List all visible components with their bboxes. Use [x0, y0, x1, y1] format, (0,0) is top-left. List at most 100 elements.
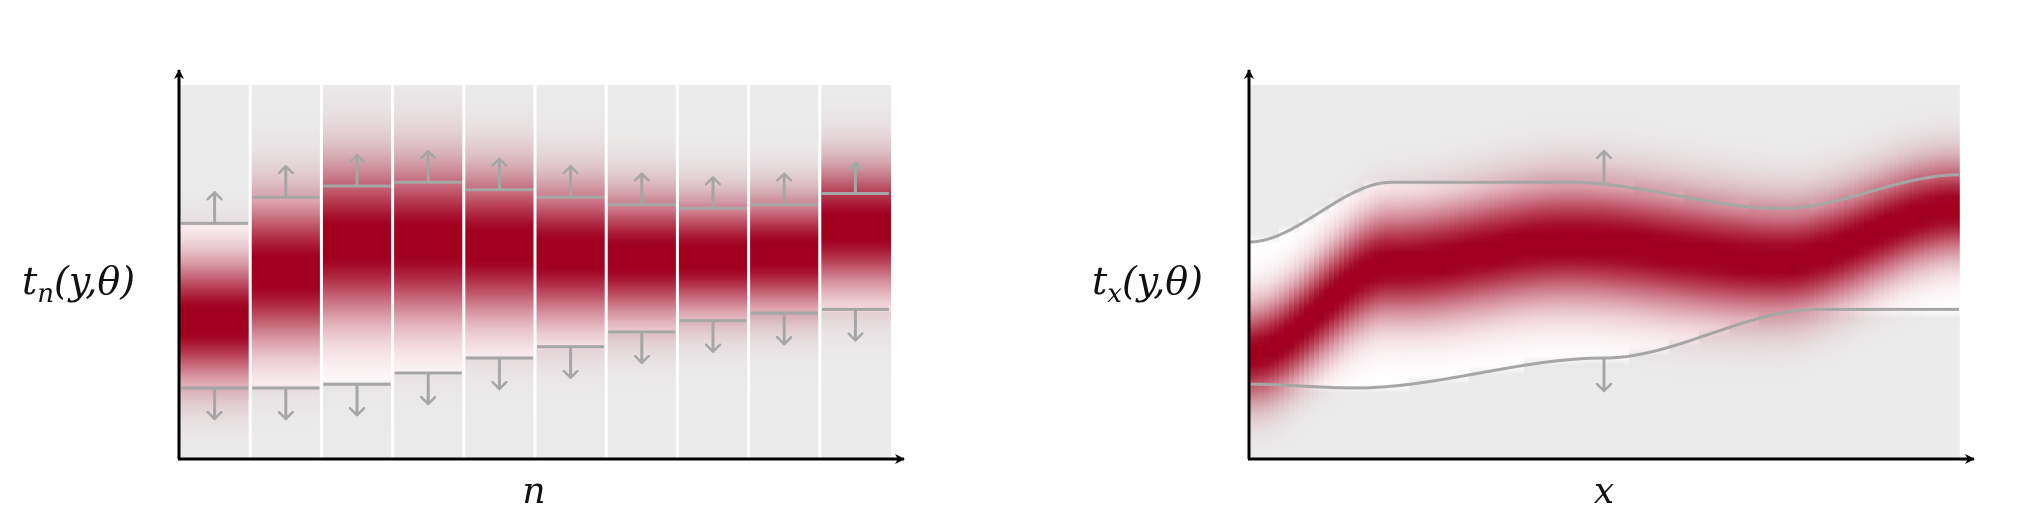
density-strip [1754, 85, 1760, 459]
density-strip [1729, 85, 1735, 459]
density-strip [1849, 85, 1855, 459]
column-10 [818, 85, 891, 459]
density-strip [1389, 85, 1395, 459]
density-strip [1934, 85, 1940, 459]
density-strip [1604, 85, 1610, 459]
density-strip [1434, 85, 1440, 459]
density-strip [1649, 85, 1655, 459]
density-strip [1674, 85, 1680, 459]
density-strip [1474, 85, 1480, 459]
density-strip [1879, 85, 1885, 459]
density-strip [1554, 85, 1560, 459]
right-density-band [1249, 85, 1960, 459]
density-strip [1439, 85, 1445, 459]
density-strip [1704, 85, 1710, 459]
density-strip [1734, 85, 1740, 459]
density-strip [1939, 85, 1945, 459]
density-strip [1464, 85, 1470, 459]
density-strip [1374, 85, 1380, 459]
density-strip [1949, 85, 1955, 459]
density-strip [1364, 85, 1370, 459]
density-strip [1359, 85, 1365, 459]
density-strip [1469, 85, 1475, 459]
density-strip [1489, 85, 1495, 459]
column-1 [179, 85, 251, 459]
density-strip [1414, 85, 1420, 459]
density-strip [1544, 85, 1550, 459]
density-strip [1854, 85, 1860, 459]
density-strip [1294, 85, 1300, 459]
density-strip [1584, 85, 1590, 459]
column-8 [675, 85, 749, 459]
density-strip [1779, 85, 1785, 459]
column-density [748, 85, 820, 459]
right-lower-bound-curve [1249, 307, 1959, 390]
density-strip [1914, 85, 1920, 459]
density-strip [1309, 85, 1315, 459]
density-strip [1424, 85, 1430, 459]
density-strip [1864, 85, 1870, 459]
density-strip [1314, 85, 1320, 459]
density-strip [1954, 85, 1960, 459]
density-strip [1509, 85, 1515, 459]
density-strip [1259, 85, 1265, 459]
density-strip [1644, 85, 1650, 459]
density-strip [1519, 85, 1525, 459]
column-density [606, 85, 678, 459]
density-strip [1339, 85, 1345, 459]
density-strip [1749, 85, 1755, 459]
left-y-axis-label: tn(y,θ) [22, 259, 135, 309]
density-strip [1494, 85, 1500, 459]
density-strip [1449, 85, 1455, 459]
density-strip [1694, 85, 1700, 459]
column-density [463, 85, 535, 459]
density-strip [1919, 85, 1925, 459]
density-strip [1274, 85, 1280, 459]
density-strip [1774, 85, 1780, 459]
left-panel-discrete: tn(y,θ) n [22, 69, 905, 512]
density-strip [1719, 85, 1725, 459]
density-strip [1484, 85, 1490, 459]
density-strip [1669, 85, 1675, 459]
density-strip [1639, 85, 1645, 459]
density-strip [1324, 85, 1330, 459]
column-6 [533, 85, 607, 459]
density-strip [1654, 85, 1660, 459]
density-strip [1714, 85, 1720, 459]
density-strip [1659, 85, 1665, 459]
density-strip [1904, 85, 1910, 459]
density-strip [1874, 85, 1880, 459]
density-strip [1624, 85, 1630, 459]
density-strip [1589, 85, 1595, 459]
density-strip [1249, 85, 1255, 459]
right-x-axis-label: x [1594, 471, 1614, 512]
density-strip [1614, 85, 1620, 459]
density-strip [1514, 85, 1520, 459]
density-strip [1379, 85, 1385, 459]
right-panel-continuous: tx(y,θ) x [1092, 69, 1975, 512]
density-strip [1404, 85, 1410, 459]
density-strip [1354, 85, 1360, 459]
density-strip [1859, 85, 1865, 459]
density-strip [1479, 85, 1485, 459]
density-strip [1499, 85, 1505, 459]
density-strip [1574, 85, 1580, 459]
right-upper-bound-curve [1248, 173, 1960, 244]
density-strip [1869, 85, 1875, 459]
density-strip [1884, 85, 1890, 459]
density-strip [1564, 85, 1570, 459]
density-strip [1409, 85, 1415, 459]
density-strip [1334, 85, 1340, 459]
density-strip [1799, 85, 1805, 459]
density-strip [1889, 85, 1895, 459]
density-strip [1394, 85, 1400, 459]
density-strip [1834, 85, 1840, 459]
density-strip [1809, 85, 1815, 459]
density-strip [1824, 85, 1830, 459]
density-strip [1944, 85, 1950, 459]
density-strip [1844, 85, 1850, 459]
density-strip [1839, 85, 1845, 459]
density-strip [1679, 85, 1685, 459]
density-strip [1814, 85, 1820, 459]
